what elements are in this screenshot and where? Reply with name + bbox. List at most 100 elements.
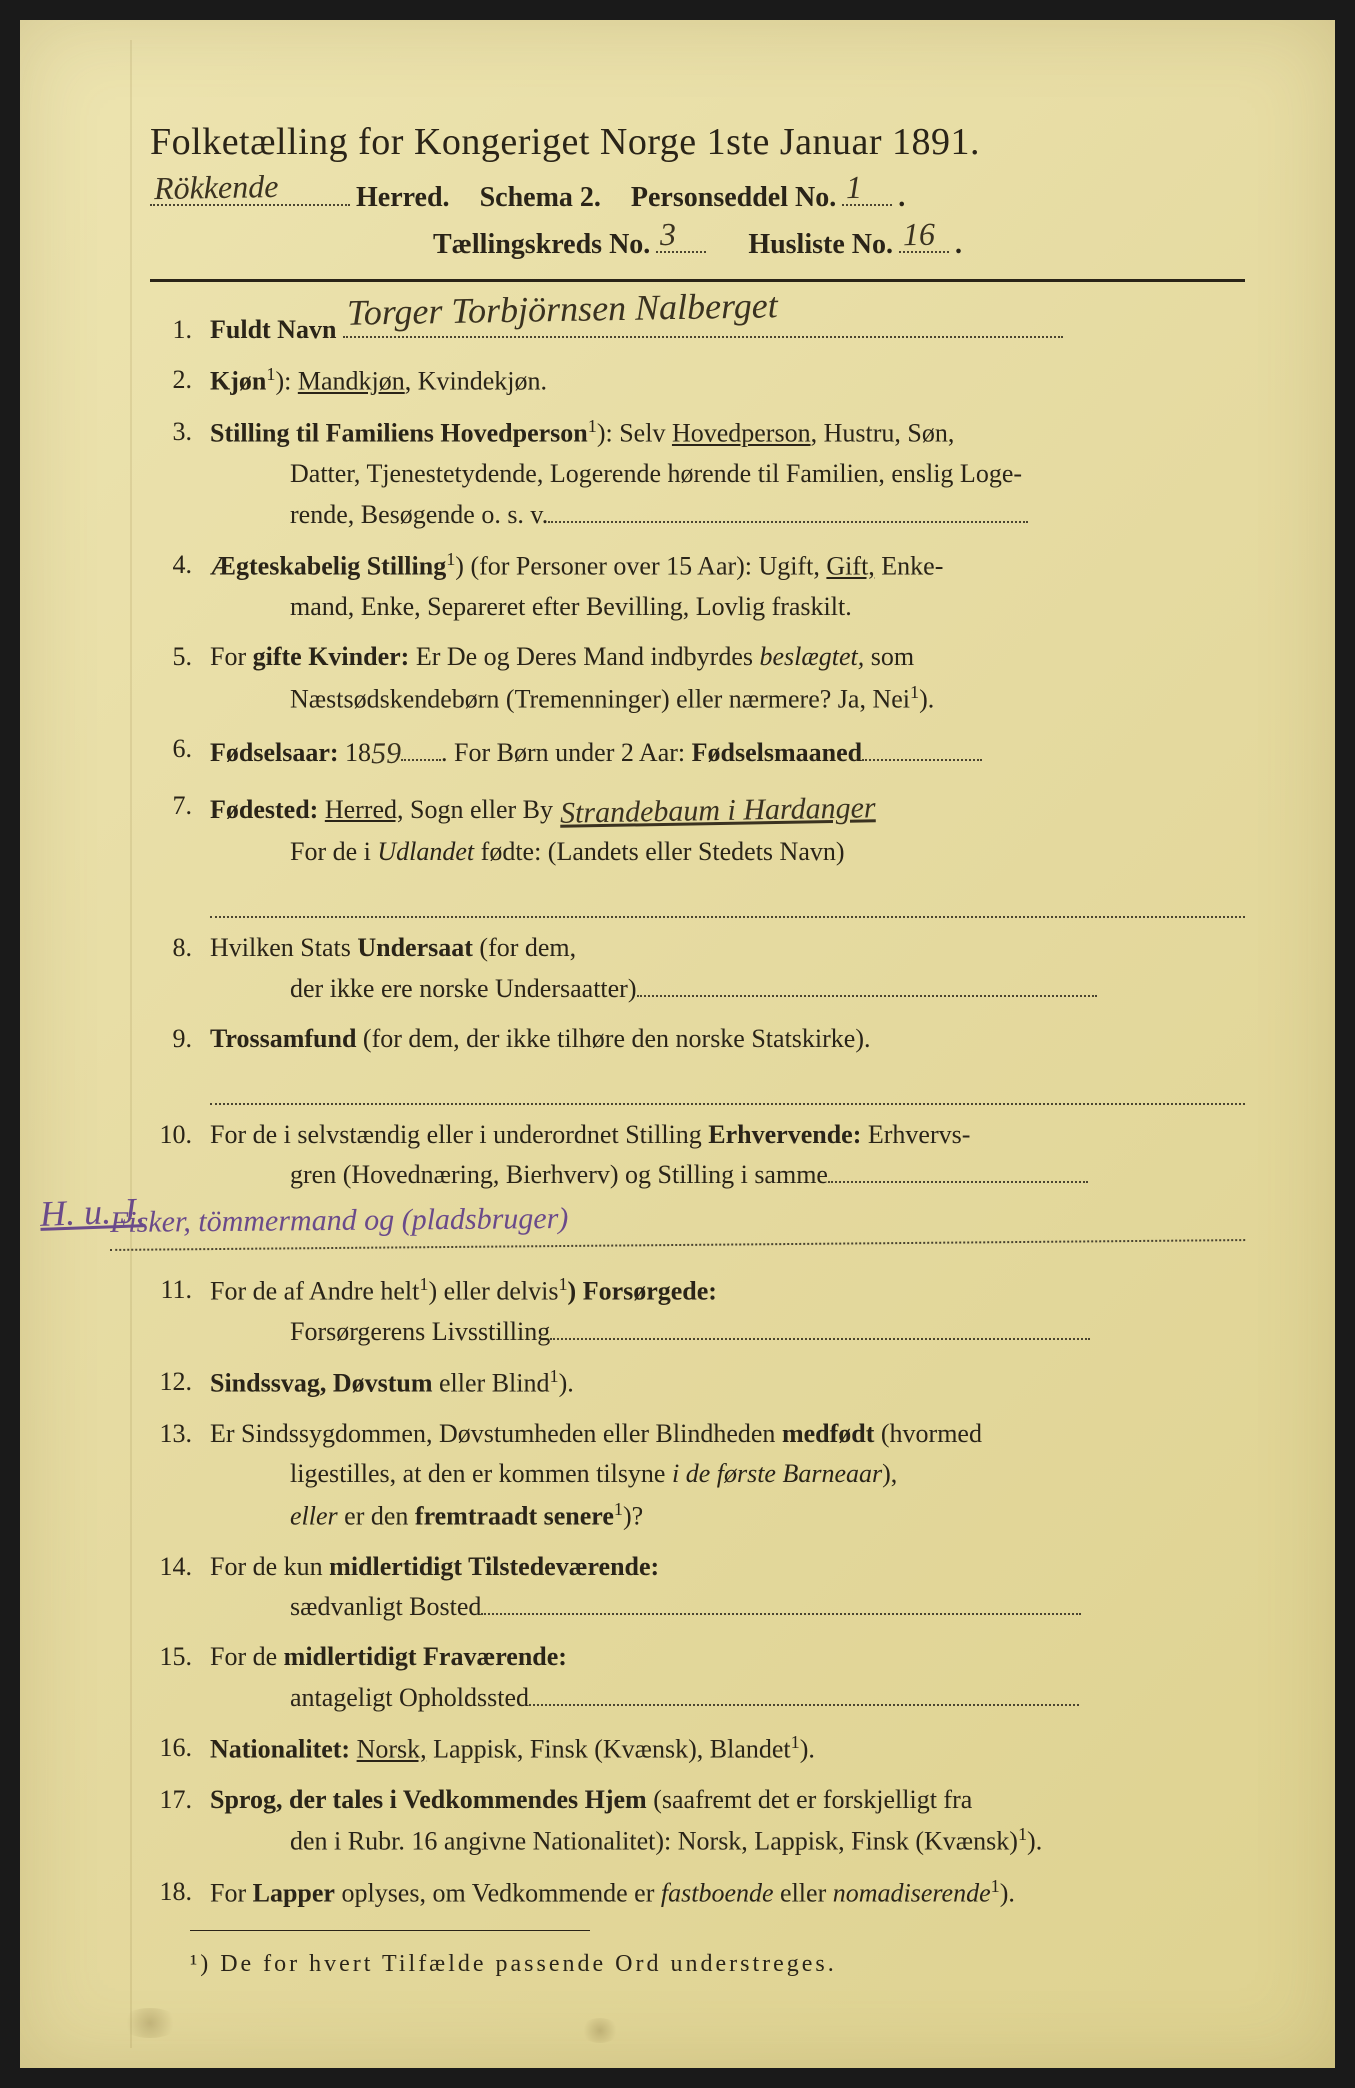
num-14: 14. [150, 1547, 210, 1628]
q5-bold: gifte Kvinder: [253, 642, 410, 671]
q4-underlined: Gift, [826, 552, 874, 581]
q5-indent: Næstsødskendebørn (Tremenninger) eller n… [210, 678, 1245, 720]
herred-field: Rökkende [150, 172, 350, 206]
item-6: 6. Fødselsaar: 1859. For Børn under 2 Aa… [150, 729, 1245, 776]
margin-note: H. u. J. [39, 1183, 146, 1242]
num-16: 16. [150, 1728, 210, 1770]
husliste-field: 16 [899, 220, 949, 254]
content-7: Fødested: Herred, Sogn eller By Strandeb… [210, 786, 1245, 918]
item-4: 4. Ægteskabelig Stilling1) (for Personer… [150, 545, 1245, 627]
item-10: 10. For de i selvstændig eller i underor… [150, 1115, 1245, 1246]
q15-indent: antageligt Opholdssted [210, 1678, 1245, 1718]
birthplace-hw: Strandebaum i Hardanger [559, 785, 875, 837]
q4-indent: mand, Enke, Separeret efter Bevilling, L… [210, 587, 1245, 627]
q17-label: Sprog, der tales i Vedkommendes Hjem [210, 1785, 647, 1814]
header-line-2: Tællingskreds No. 3 Husliste No. 16 . [150, 220, 1245, 262]
occupation-hw: Fisker, tömmermand og (pladsbruger) [110, 1191, 1245, 1251]
q3-underlined: Hovedperson [672, 419, 811, 448]
q10-bold: Erhvervende: [708, 1120, 861, 1149]
q8-bold: Undersaat [357, 933, 473, 962]
item-8: 8. Hvilken Stats Undersaat (for dem, der… [150, 928, 1245, 1009]
q6-label2: Fødselsmaaned [692, 738, 862, 767]
item-14: 14. For de kun midlertidigt Tilstedevære… [150, 1547, 1245, 1628]
q11-bold: ) Forsørgede: [568, 1277, 717, 1306]
birthyear-hw: 59 [371, 731, 402, 778]
num-13: 13. [150, 1414, 210, 1537]
personseddel-label: Personseddel No. [631, 182, 836, 214]
num-7: 7. [150, 786, 210, 918]
item-13: 13. Er Sindssygdommen, Døvstumheden elle… [150, 1414, 1245, 1537]
item-12: 12. Sindssvag, Døvstum eller Blind1). [150, 1362, 1245, 1404]
q12-label: Sindssvag, Døvstum [210, 1369, 433, 1398]
q7-label: Fødested: [210, 795, 318, 824]
q3-indent: Datter, Tjenestetydende, Logerende høren… [210, 454, 1245, 535]
content-15: For de midlertidigt Fraværende: antageli… [210, 1637, 1245, 1718]
schema-label: Schema 2. [480, 182, 601, 214]
header-line-1: Rökkende Herred. Schema 2. Personseddel … [150, 172, 1245, 214]
item-18: 18. For Lapper oplyses, om Vedkommende e… [150, 1872, 1245, 1914]
item-5: 5. For gifte Kvinder: Er De og Deres Man… [150, 637, 1245, 719]
q8-indent: der ikke ere norske Undersaatter) [210, 969, 1245, 1009]
husliste-label: Husliste No. [748, 229, 893, 261]
content-2: Kjøn1): Mandkjøn, Kvindekjøn. [210, 360, 1245, 402]
content-12: Sindssvag, Døvstum eller Blind1). [210, 1362, 1245, 1404]
content-5: For gifte Kvinder: Er De og Deres Mand i… [210, 637, 1245, 719]
q2-underlined: Mandkjøn [298, 367, 405, 396]
personseddel-hw: 1 [846, 168, 863, 205]
q14-indent: sædvanligt Bosted [210, 1587, 1245, 1627]
q13-indent2: eller er den fremtraadt senere1)? [210, 1495, 1245, 1537]
q6-label: Fødselsaar: [210, 738, 339, 767]
num-4: 4. [150, 545, 210, 627]
personseddel-field: 1 [842, 172, 892, 206]
name-field: Torger Torbjörnsen Nalberget [343, 312, 1063, 338]
q14-bold: midlertidigt Tilstedeværende: [329, 1552, 659, 1581]
footnote: ¹) De for hvert Tilfælde passende Ord un… [150, 1951, 1245, 1978]
kreds-label: Tællingskreds No. [433, 229, 650, 261]
item-9: 9. Trossamfund (for dem, der ikke tilhør… [150, 1019, 1245, 1105]
herred-handwritten: Rökkende [154, 168, 279, 207]
num-17: 17. [150, 1780, 210, 1862]
q18-bold: Lapper [253, 1879, 335, 1908]
q2-label: Kjøn [210, 367, 266, 396]
q10-indent: gren (Hovednæring, Bierhverv) og Stillin… [210, 1155, 1245, 1195]
num-1: 1. [150, 310, 210, 350]
item-11: 11. For de af Andre helt1) eller delvis1… [150, 1270, 1245, 1352]
item-17: 17. Sprog, der tales i Vedkommendes Hjem… [150, 1780, 1245, 1862]
item-7: 7. Fødested: Herred, Sogn eller By Stran… [150, 786, 1245, 918]
q15-bold: midlertidigt Fraværende: [284, 1642, 567, 1671]
num-3: 3. [150, 412, 210, 535]
content-3: Stilling til Familiens Hovedperson1): Se… [210, 412, 1245, 535]
num-11: 11. [150, 1270, 210, 1352]
content-1: Fuldt Navn Torger Torbjörnsen Nalberget [210, 310, 1245, 350]
page-title: Folketælling for Kongeriget Norge 1ste J… [150, 120, 1245, 164]
num-5: 5. [150, 637, 210, 719]
q7-underlined: Herred, [325, 795, 404, 824]
content-14: For de kun midlertidigt Tilstedeværende:… [210, 1547, 1245, 1628]
content-16: Nationalitet: Norsk, Lappisk, Finsk (Kvæ… [210, 1728, 1245, 1770]
num-9: 9. [150, 1019, 210, 1105]
num-18: 18. [150, 1872, 210, 1914]
num-6: 6. [150, 729, 210, 776]
item-2: 2. Kjøn1): Mandkjøn, Kvindekjøn. [150, 360, 1245, 402]
footnote-rule [190, 1930, 590, 1931]
content-4: Ægteskabelig Stilling1) (for Personer ov… [210, 545, 1245, 627]
stain-mark [580, 2018, 620, 2043]
q1-label: Fuldt Navn [210, 315, 336, 344]
q17-indent: den i Rubr. 16 angivne Nationalitet): No… [210, 1820, 1245, 1862]
content-18: For Lapper oplyses, om Vedkommende er fa… [210, 1872, 1245, 1914]
content-11: For de af Andre helt1) eller delvis1) Fo… [210, 1270, 1245, 1352]
q16-label: Nationalitet: [210, 1735, 350, 1764]
q7-blank [210, 877, 1245, 919]
content-6: Fødselsaar: 1859. For Børn under 2 Aar: … [210, 729, 1245, 776]
content-10: For de i selvstændig eller i underordnet… [210, 1115, 1245, 1246]
q4-label: Ægteskabelig Stilling [210, 552, 446, 581]
content-9: Trossamfund (for dem, der ikke tilhøre d… [210, 1019, 1245, 1105]
kreds-field: 3 [656, 220, 706, 254]
stain-mark [120, 2008, 180, 2038]
num-15: 15. [150, 1637, 210, 1718]
num-8: 8. [150, 928, 210, 1009]
q9-label: Trossamfund [210, 1024, 356, 1053]
q16-underlined: Norsk, [357, 1735, 427, 1764]
husliste-hw: 16 [903, 216, 936, 254]
q11-indent: Forsørgerens Livsstilling [210, 1312, 1245, 1352]
